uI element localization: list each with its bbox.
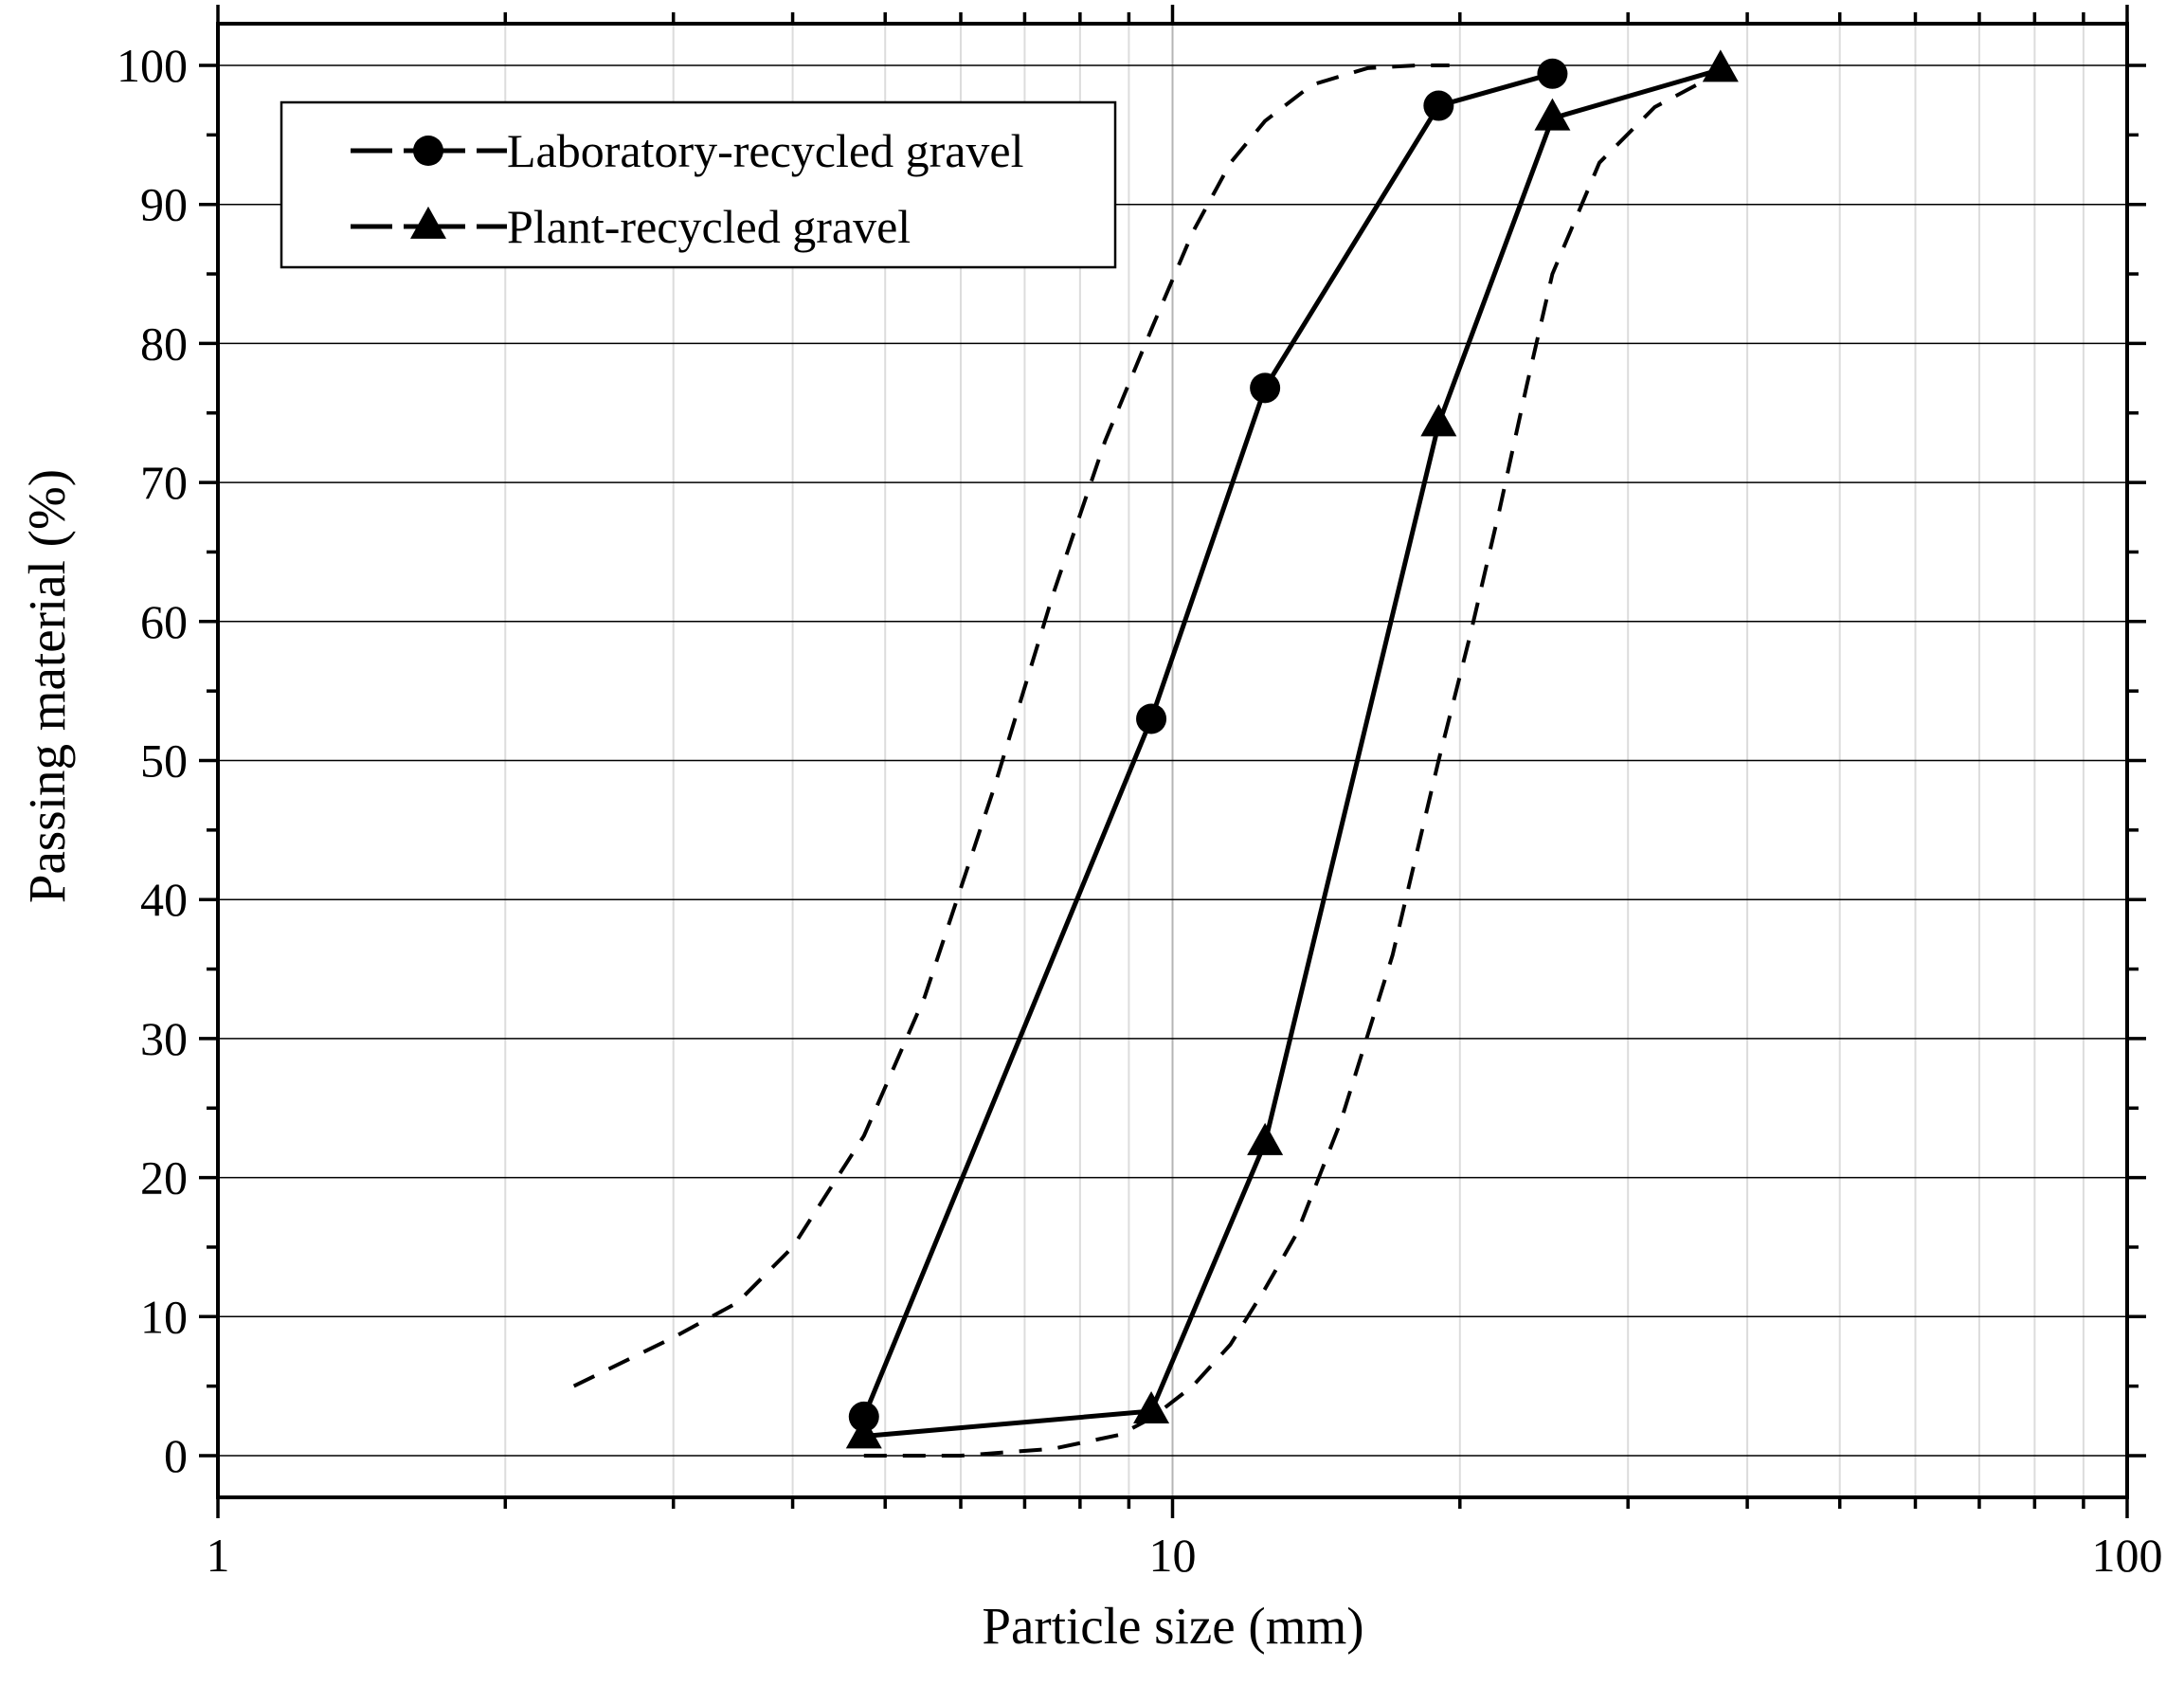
data-point-circle: [1250, 372, 1281, 404]
y-tick-label: 70: [140, 456, 188, 509]
legend-label: Laboratory-recycled gravel: [507, 124, 1024, 177]
y-tick-label: 100: [117, 39, 188, 92]
data-point-circle: [1423, 90, 1454, 121]
y-tick-label: 80: [140, 317, 188, 370]
y-tick-label: 40: [140, 873, 188, 926]
x-axis-title: Particle size (mm): [982, 1597, 1363, 1655]
data-point-triangle: [1247, 1122, 1284, 1155]
data-point-triangle: [1534, 98, 1571, 131]
data-point-triangle: [845, 1416, 882, 1449]
data-point-triangle: [1702, 49, 1739, 82]
data-point-circle: [1136, 703, 1167, 734]
data-point-triangle: [1133, 1390, 1170, 1423]
data-point-circle: [1537, 58, 1568, 89]
x-tick-label: 10: [1149, 1529, 1197, 1582]
y-tick-label: 30: [140, 1012, 188, 1065]
dashed-limit-curve: [863, 70, 1722, 1458]
legend-label: Plant-recycled gravel: [507, 200, 911, 253]
y-tick-label: 60: [140, 595, 188, 648]
y-axis-title: Passing material (%): [18, 469, 76, 903]
x-tick-label: 100: [2092, 1529, 2163, 1582]
dashed-limit-curve: [572, 63, 1450, 1388]
series-line: [863, 66, 1722, 1439]
legend-box: [280, 100, 1117, 269]
y-tick-label: 50: [140, 734, 188, 788]
y-tick-label: 0: [164, 1429, 188, 1482]
data-point-triangle: [1420, 404, 1457, 437]
legend-marker-triangle: [410, 206, 446, 239]
series-line: [861, 71, 1554, 1418]
legend-marker-circle: [413, 136, 443, 166]
y-tick-label: 20: [140, 1151, 188, 1205]
y-tick-label: 10: [140, 1290, 188, 1343]
y-tick-label: 90: [140, 178, 188, 231]
x-tick-label: 1: [207, 1529, 230, 1582]
